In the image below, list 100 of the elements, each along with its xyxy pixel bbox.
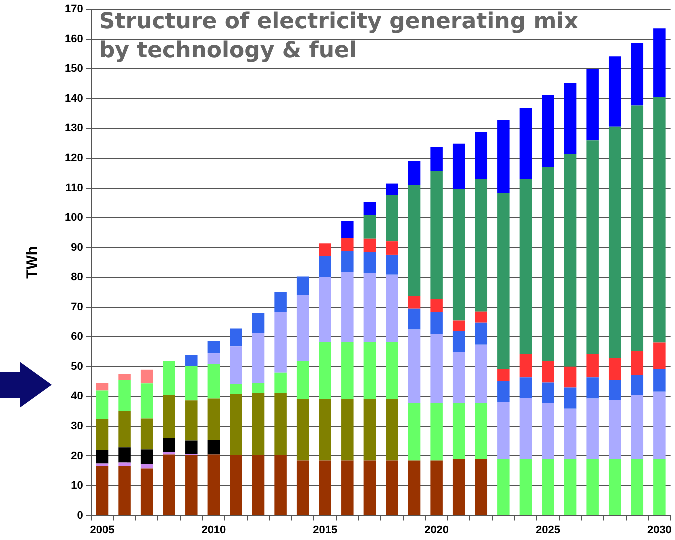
bar [586, 378, 599, 399]
bar [296, 460, 310, 516]
y-tick-label: 40 [71, 390, 84, 403]
bar [452, 460, 466, 516]
bar [342, 221, 354, 238]
bar [408, 296, 421, 309]
bar [296, 399, 310, 461]
bar [230, 346, 242, 384]
y-tick-label: 10 [71, 480, 84, 492]
bar [252, 383, 265, 394]
bar [586, 69, 599, 141]
y-tick-label: 60 [71, 331, 84, 344]
bar [520, 460, 532, 516]
bar [608, 380, 622, 400]
bar [319, 342, 332, 400]
bar [654, 369, 666, 392]
bar [520, 398, 532, 460]
bar [274, 393, 287, 456]
bar [430, 460, 443, 516]
bar [452, 144, 466, 190]
y-tick-label: 70 [71, 301, 84, 314]
bar [586, 460, 599, 516]
y-tick-label: 160 [64, 33, 84, 46]
bar [386, 342, 398, 400]
bar [654, 28, 666, 98]
bar [631, 460, 644, 516]
bar [542, 167, 554, 361]
bar [163, 454, 176, 516]
bar [163, 395, 176, 438]
bar [542, 403, 554, 460]
bar [498, 381, 510, 402]
bar [118, 448, 131, 463]
x-tick-label: 2010 [202, 524, 226, 536]
bar [319, 276, 332, 342]
bar [140, 418, 154, 450]
bar [520, 354, 532, 378]
bar [319, 399, 332, 461]
x-tick-label: 2025 [536, 524, 560, 536]
bar [140, 370, 154, 384]
bar [542, 360, 554, 383]
bar [96, 390, 109, 420]
y-tick-label: 0 [77, 510, 84, 522]
bar [274, 292, 287, 312]
bar [386, 274, 398, 342]
bar [475, 404, 488, 460]
bar [386, 184, 398, 196]
bar [118, 466, 131, 516]
bar [654, 460, 666, 516]
bar [252, 393, 265, 456]
bar [96, 419, 109, 450]
bar [475, 460, 488, 516]
bar [118, 462, 131, 466]
y-tick-label: 80 [71, 272, 84, 284]
bar [520, 108, 532, 180]
y-tick-label: 110 [66, 182, 84, 194]
bar [342, 238, 354, 252]
bar [564, 366, 577, 388]
y-tick-label: 140 [64, 92, 84, 105]
bar [186, 355, 198, 366]
bar [608, 400, 622, 460]
bar [186, 366, 198, 401]
bar [342, 342, 354, 400]
bar [564, 460, 577, 516]
bar [452, 320, 466, 332]
bar [96, 383, 109, 391]
bar [608, 460, 622, 516]
bar [452, 352, 466, 404]
bar [364, 342, 376, 400]
bar [274, 372, 287, 394]
bar [140, 464, 154, 469]
bar [430, 299, 443, 312]
y-tick-label: 170 [64, 4, 84, 16]
bar [274, 455, 287, 516]
x-tick-label: 2005 [90, 524, 115, 536]
bar [586, 398, 599, 460]
bar [118, 380, 131, 412]
bar [230, 455, 242, 516]
bar [498, 460, 510, 516]
bar [475, 322, 488, 345]
bar [96, 450, 109, 464]
bar [430, 334, 443, 404]
bar [564, 154, 577, 367]
y-tick-label: 90 [71, 242, 84, 254]
bar [96, 466, 109, 516]
bar [586, 354, 599, 378]
x-tick-label: 2015 [313, 524, 338, 536]
bar [342, 272, 354, 342]
bar [498, 120, 510, 194]
bar [319, 256, 332, 277]
y-tick-label: 30 [71, 420, 84, 432]
bar [252, 332, 265, 384]
bar [608, 358, 622, 380]
bar [118, 374, 131, 380]
bar [475, 312, 488, 323]
bar [296, 362, 310, 400]
bar [430, 312, 443, 334]
bar [208, 440, 220, 455]
y-tick-label: 50 [71, 360, 84, 373]
bar [386, 242, 398, 255]
y-tick-label: 20 [71, 450, 84, 462]
